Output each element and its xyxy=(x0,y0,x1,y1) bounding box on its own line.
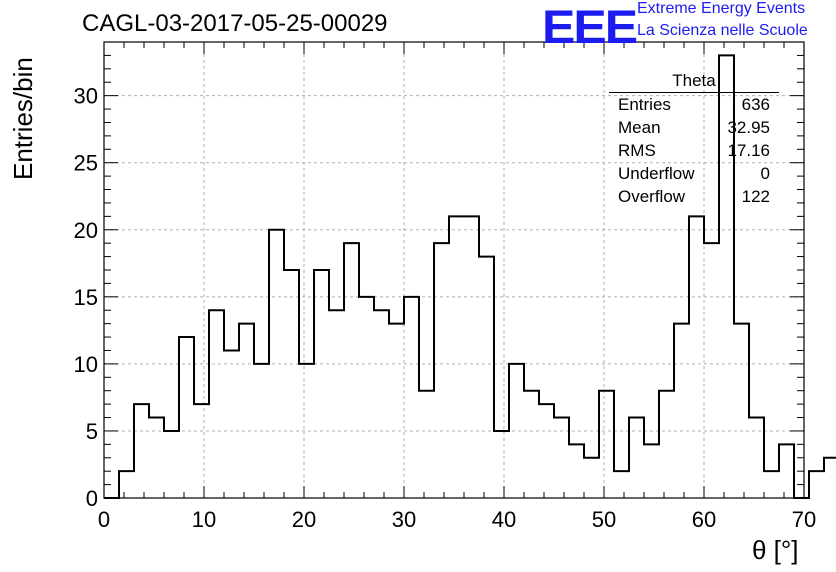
stats-row-mean: Mean 32.95 xyxy=(609,116,779,139)
logo-line-1: Extreme Energy Events xyxy=(637,0,806,17)
y-axis-label: Entries/bin xyxy=(8,57,38,180)
eee-logo: EEE xyxy=(542,0,638,54)
y-tick-label: 20 xyxy=(74,218,98,243)
y-tick-label: 30 xyxy=(74,84,98,109)
grid-lines xyxy=(104,42,804,498)
stats-row-underflow: Underflow 0 xyxy=(609,162,779,185)
x-tick-label: 0 xyxy=(98,507,110,532)
y-tick-label: 15 xyxy=(74,285,98,310)
x-tick-label: 10 xyxy=(192,507,216,532)
stats-value: 17.16 xyxy=(727,141,770,160)
histogram-step-line xyxy=(104,54,836,499)
stats-row-entries: Entries 636 xyxy=(609,93,779,116)
logo-line-2: La Scienza nelle Scuole xyxy=(637,22,808,39)
stats-label: RMS xyxy=(618,141,656,160)
stats-row-rms: RMS 17.16 xyxy=(609,139,779,162)
stats-value: 32.95 xyxy=(727,118,770,137)
chart-title: CAGL-03-2017-05-25-00029 xyxy=(82,10,388,37)
x-tick-label: 20 xyxy=(292,507,316,532)
x-tick-label: 40 xyxy=(492,507,516,532)
stats-value: 636 xyxy=(741,95,770,114)
y-tick-label: 10 xyxy=(74,352,98,377)
stats-value: 0 xyxy=(760,164,770,183)
stats-label: Entries xyxy=(618,95,671,114)
y-tick-label: 5 xyxy=(86,419,98,444)
stats-label: Overflow xyxy=(618,187,686,206)
y-tick-label: 0 xyxy=(86,486,98,511)
stats-label: Mean xyxy=(618,118,661,137)
tick-labels: 0 10 20 30 40 50 60 70 0 5 10 15 20 25 30 xyxy=(74,84,817,532)
x-tick-label: 50 xyxy=(592,507,616,532)
y-tick-label: 25 xyxy=(74,151,98,176)
x-tick-label: 30 xyxy=(392,507,416,532)
x-tick-label: 70 xyxy=(792,507,816,532)
x-axis-label: θ [°] xyxy=(752,535,799,565)
stats-value: 122 xyxy=(741,187,770,206)
x-tick-label: 60 xyxy=(692,507,716,532)
stats-title: Theta xyxy=(609,70,779,93)
stats-label: Underflow xyxy=(618,164,695,183)
stats-row-overflow: Overflow 122 xyxy=(609,185,779,208)
stats-box: Theta Entries 636 Mean 32.95 RMS 17.16 U… xyxy=(609,70,779,208)
